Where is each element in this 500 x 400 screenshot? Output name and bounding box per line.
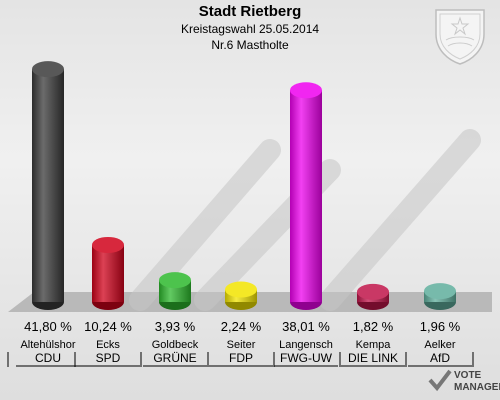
logo-line-vote: VOTE (454, 370, 482, 381)
vote-manager-logo: VOTE MANAGER (428, 368, 500, 398)
party-label: DIE LINK (348, 351, 398, 365)
candidate-label: Goldbeck (152, 339, 199, 351)
candidate-label: Kempa (356, 339, 392, 351)
value-label: 41,80 % (24, 319, 72, 334)
bar-fwg-uw (290, 82, 322, 310)
bar-top (92, 236, 124, 253)
value-label: 1,96 % (420, 319, 461, 334)
value-label: 38,01 % (282, 319, 330, 334)
shadow-stroke-0 (129, 139, 281, 311)
party-label: CDU (35, 351, 61, 365)
value-label: 2,24 % (221, 319, 262, 334)
bar-top (357, 283, 389, 300)
value-label: 10,24 % (84, 319, 132, 334)
candidate-label: Seiter (227, 339, 256, 351)
bar-top (290, 82, 322, 99)
party-label: SPD (96, 351, 121, 365)
candidate-label: Altehülshor (20, 339, 75, 351)
candidate-label: Langensch (279, 339, 333, 351)
value-label: 3,93 % (155, 319, 196, 334)
bar-spd (92, 236, 124, 310)
bar-body (32, 69, 64, 302)
bar-top (32, 61, 64, 78)
value-label: 1,82 % (353, 319, 394, 334)
party-label: GRÜNE (153, 351, 196, 365)
party-label: FDP (229, 351, 253, 365)
bar-afd (424, 283, 456, 310)
bar-gr-ne (159, 272, 191, 310)
chart-subtitle-district: Nr.6 Mastholte (211, 38, 289, 52)
candidate-label: Ecks (96, 339, 120, 351)
bar-top (225, 281, 257, 298)
bar-fdp (225, 281, 257, 310)
bar-top (159, 272, 191, 289)
logo-line-manager: MANAGER (454, 382, 500, 393)
chart-subtitle: Kreistagswahl 25.05.2014 (180, 22, 320, 36)
bar-die-link (357, 283, 389, 310)
bar-body (290, 90, 322, 302)
party-label: AfD (430, 351, 450, 365)
checkmark-logo-icon (428, 369, 452, 392)
chart-title: Stadt Rietberg (198, 3, 302, 20)
candidate-label: Aelker (424, 339, 456, 351)
shadow-stroke-2 (319, 129, 481, 311)
bar-top (424, 283, 456, 300)
party-label: FWG-UW (280, 351, 333, 365)
state-crest-icon (435, 9, 485, 65)
bar-cdu (32, 61, 64, 310)
bar-body (92, 244, 124, 302)
